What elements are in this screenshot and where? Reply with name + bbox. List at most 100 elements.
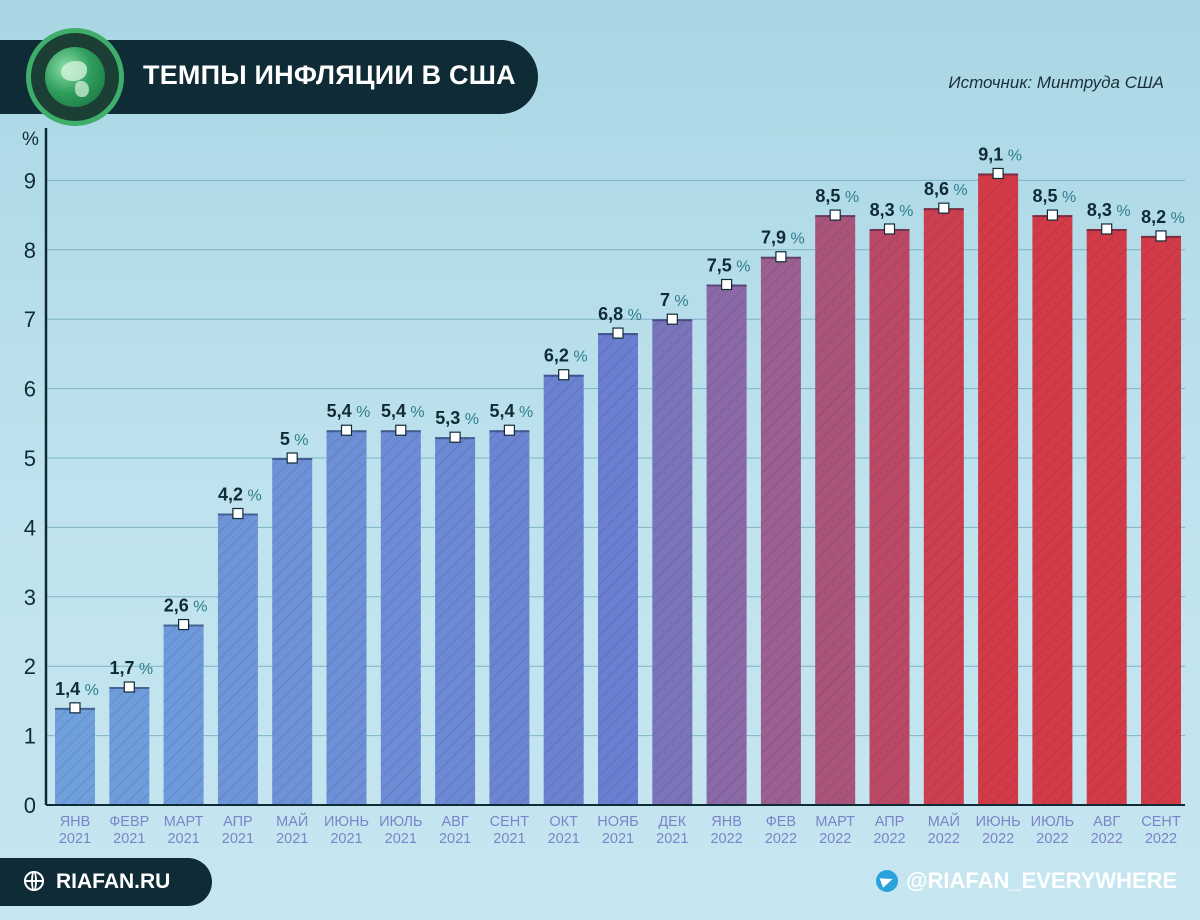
data-marker — [69, 702, 81, 714]
footer-site-link[interactable]: RIAFAN.RU — [56, 870, 171, 893]
data-label: 8,5 % — [1033, 186, 1077, 206]
x-tick-year: 2022 — [982, 831, 1014, 847]
x-tick-year: 2021 — [439, 831, 471, 847]
x-tick-year: 2021 — [113, 831, 145, 847]
x-tick-label: АПР — [223, 814, 253, 830]
bar-hatch — [55, 707, 95, 805]
data-marker — [612, 327, 624, 339]
data-label: 8,3 % — [870, 200, 914, 220]
data-marker — [340, 424, 353, 436]
x-tick-label: МАРТ — [164, 814, 204, 830]
globe-icon — [24, 871, 44, 891]
bar-hatch — [869, 228, 910, 806]
x-tick-label: АПР — [875, 814, 905, 830]
x-tick-year: 2021 — [330, 831, 362, 847]
y-tick-label: 3 — [24, 585, 36, 610]
x-tick-year: 2021 — [222, 831, 254, 847]
globe-icon — [45, 47, 105, 107]
data-label: 8,5 % — [815, 186, 859, 206]
bar-hatch — [163, 624, 204, 805]
y-tick-label: 7 — [24, 307, 36, 332]
data-marker — [232, 507, 244, 520]
x-tick-year: 2021 — [493, 831, 525, 847]
data-label: 8,2 % — [1141, 207, 1185, 227]
x-tick-label: АВГ — [441, 814, 468, 830]
x-tick-year: 2021 — [656, 831, 688, 847]
x-tick-year: 2021 — [385, 831, 417, 847]
x-tick-label: ДЕК — [658, 814, 686, 830]
x-tick-year: 2021 — [59, 831, 91, 847]
x-tick-label: АВГ — [1093, 814, 1120, 830]
bar-hatch — [435, 437, 476, 805]
globe-logo-icon — [26, 28, 124, 126]
bar-hatch — [380, 430, 421, 805]
y-tick-label: 9 — [24, 168, 36, 193]
data-marker — [775, 251, 787, 263]
x-tick-year: 2021 — [602, 831, 634, 847]
data-marker — [666, 313, 678, 325]
bar-hatch — [489, 430, 530, 805]
data-marker — [720, 278, 733, 291]
data-label: 5,4 % — [327, 401, 371, 421]
data-marker — [992, 167, 1004, 180]
y-tick-label: 8 — [24, 238, 36, 263]
data-label: 6,8 % — [598, 304, 642, 324]
data-label: 5,3 % — [435, 408, 479, 428]
data-label: 9,1 % — [978, 144, 1022, 164]
data-marker — [938, 202, 950, 214]
data-label: 5,4 % — [490, 401, 534, 421]
y-tick-label: 4 — [24, 515, 36, 540]
x-tick-label: ИЮНЬ — [324, 814, 369, 830]
data-label: 7 % — [660, 290, 689, 310]
data-label: 5,4 % — [381, 401, 425, 421]
x-tick-label: ФЕВР — [109, 814, 149, 830]
bar-hatch — [543, 374, 584, 805]
x-tick-year: 2022 — [1145, 831, 1177, 847]
telegram-handle[interactable]: @RIAFAN_EVERYWHERE — [906, 868, 1178, 893]
x-tick-year: 2022 — [710, 831, 742, 847]
data-label: 7,5 % — [707, 256, 751, 276]
data-marker — [829, 209, 841, 221]
data-marker — [1101, 223, 1113, 235]
x-tick-year: 2021 — [548, 831, 580, 847]
x-tick-label: ОКТ — [549, 814, 578, 830]
x-tick-year: 2021 — [167, 831, 199, 847]
bar-hatch — [109, 687, 150, 805]
x-tick-year: 2022 — [928, 831, 960, 847]
x-tick-label: ИЮЛЬ — [379, 814, 422, 830]
data-marker — [558, 369, 570, 381]
x-tick-label: МАЙ — [276, 812, 308, 830]
y-tick-label: 6 — [24, 377, 36, 402]
page-title: ТЕМПЫ ИНФЛЯЦИИ В США — [143, 60, 516, 90]
data-marker — [883, 223, 896, 235]
x-tick-label: ИЮЛЬ — [1031, 814, 1074, 830]
x-tick-label: ЯНВ — [711, 814, 742, 830]
data-label: 5 % — [280, 429, 309, 449]
bar-hatch — [217, 513, 258, 805]
data-marker — [178, 618, 190, 631]
bar-hatch — [1086, 228, 1127, 806]
bar-hatch — [272, 458, 313, 805]
data-marker — [123, 681, 135, 693]
x-tick-year: 2021 — [276, 831, 308, 847]
data-marker — [395, 424, 407, 436]
x-tick-label: МАЙ — [928, 812, 960, 830]
bar-hatch — [760, 256, 801, 805]
x-tick-label: СЕНТ — [1141, 814, 1181, 830]
bar-hatch — [978, 173, 1019, 805]
bar-hatch — [598, 333, 638, 805]
x-tick-year: 2022 — [819, 831, 851, 847]
data-marker — [1046, 209, 1059, 221]
data-label: 1,7 % — [109, 658, 153, 678]
x-tick-label: ФЕВ — [766, 814, 796, 830]
data-label: 4,2 % — [218, 485, 262, 505]
data-marker — [1155, 230, 1167, 242]
footer-site-badge[interactable]: RIAFAN.RU — [0, 858, 212, 906]
x-tick-year: 2022 — [765, 831, 797, 847]
x-tick-label: МАРТ — [815, 814, 855, 830]
y-tick-label: 1 — [24, 724, 36, 749]
bar-hatch — [1141, 235, 1181, 806]
data-marker — [503, 424, 515, 436]
source-note: Источник: Минтруда США — [948, 73, 1164, 92]
